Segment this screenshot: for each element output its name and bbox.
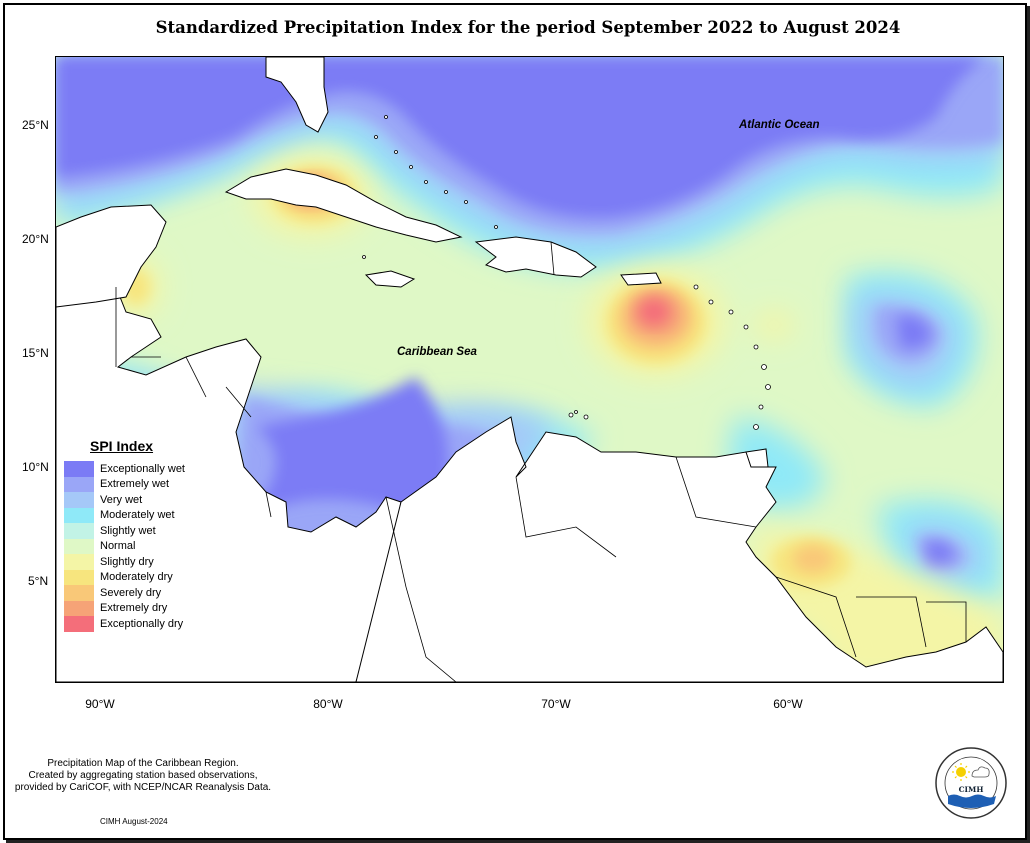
caribbean-sea-label: Caribbean Sea [397,346,477,358]
cimh-logo: CIMH [934,746,1008,820]
legend-item: Very wet [64,492,214,508]
spi-legend: SPI Index Exceptionally wet Extremely wet… [64,438,214,632]
svg-text:CIMH: CIMH [959,785,984,794]
legend-label: Exceptionally dry [100,617,184,630]
legend-item: Slightly wet [64,523,214,539]
spi-map [55,56,1004,683]
lon-tick-90w: 90°W [85,697,115,711]
small-islands [362,115,771,430]
lat-tick-25n: 25°N [22,118,49,132]
legend-items: Exceptionally wet Extremely wet Very wet Mo… [64,461,214,632]
legend-label: Very wet [100,493,143,506]
legend-label: Extremely wet [100,478,170,491]
legend-label: Normal [100,540,136,553]
legend-swatch [64,523,94,539]
legend-swatch [64,461,94,477]
footer-credit: CIMH August-2024 [100,817,168,826]
lat-tick-15n: 15°N [22,346,49,360]
legend-item: Exceptionally dry [64,616,214,632]
footer-note-line: Created by aggregating station based obs… [28,770,258,781]
lon-tick-60w: 60°W [773,697,803,711]
legend-label: Extremely dry [100,602,168,615]
lat-tick-10n: 10°N [22,460,49,474]
legend-label: Severely dry [100,586,162,599]
lon-tick-80w: 80°W [313,697,343,711]
atlantic-ocean-label: Atlantic Ocean [739,119,820,131]
lon-tick-70w: 70°W [541,697,571,711]
legend-label: Exceptionally wet [100,462,185,475]
legend-item: Slightly dry [64,554,214,570]
land-masses [56,57,1003,682]
legend-swatch [64,616,94,632]
legend-swatch [64,538,94,554]
legend-swatch [64,476,94,492]
cloud-icon [971,766,990,778]
country-borders [115,241,967,682]
legend-swatch [64,554,94,570]
legend-label: Moderately wet [100,509,175,522]
legend-label: Moderately dry [100,571,173,584]
lat-tick-5n: 5°N [28,574,49,588]
legend-item: Extremely dry [64,600,214,616]
map-title: Standardized Precipitation Index for the… [155,18,901,37]
legend-swatch [64,492,94,508]
footer-note-line: Precipitation Map of the Caribbean Regio… [47,758,239,769]
legend-item: Normal [64,538,214,554]
lat-tick-20n: 20°N [22,232,49,246]
legend-item: Extremely wet [64,476,214,492]
legend-swatch [64,585,94,601]
legend-title: SPI Index [90,438,154,454]
legend-item: Moderately wet [64,507,214,523]
waves-icon [948,794,996,808]
sun-icon [956,767,966,777]
spi-map-graphic [56,57,1003,682]
legend-swatch [64,569,94,585]
legend-label: Slightly dry [100,555,154,568]
footer-note: Precipitation Map of the Caribbean Regio… [8,758,278,794]
legend-item: Severely dry [64,585,214,601]
legend-swatch [64,600,94,616]
legend-item: Exceptionally wet [64,461,214,477]
legend-label: Slightly wet [100,524,156,537]
legend-item: Moderately dry [64,569,214,585]
legend-swatch [64,507,94,523]
footer-note-line: provided by CariCOF, with NCEP/NCAR Rean… [14,782,272,793]
